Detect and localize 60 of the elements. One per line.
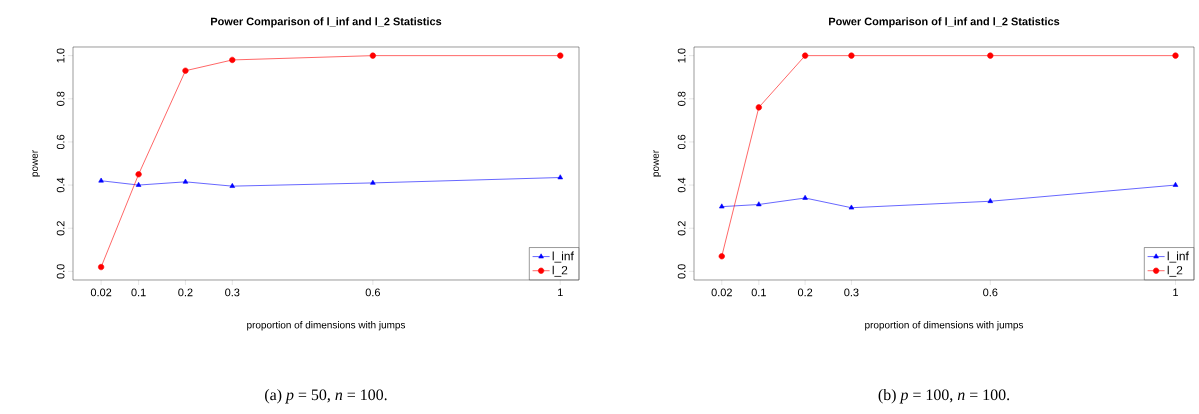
- point: [369, 52, 376, 59]
- x-tick-label: 0.02: [711, 288, 732, 297]
- point: [719, 203, 725, 209]
- text: (b) p = 100, n = 100.: [878, 388, 1010, 404]
- x-tick-label: 0.1: [751, 288, 766, 297]
- point: [98, 263, 105, 271]
- point: [718, 253, 725, 260]
- x-tick-label: 0.6: [983, 288, 998, 297]
- point: [135, 171, 142, 178]
- y-tick-label: 0.6: [677, 134, 686, 150]
- point: [557, 174, 563, 180]
- y-tick-label: 0.4: [677, 177, 686, 193]
- y-tick-label: 1.0: [56, 48, 65, 63]
- point: [987, 52, 994, 59]
- point: [756, 201, 762, 207]
- y-tick-label: 0.0: [677, 264, 686, 279]
- text: (a) p = 50, n = 100.: [265, 388, 387, 404]
- y-axis-title: power: [32, 150, 40, 177]
- y-tick-label: 0.8: [56, 91, 65, 106]
- y-tick-label: 0.2: [677, 221, 686, 236]
- point: [182, 178, 189, 184]
- x-axis-title: proportion of dimensions with jumps: [247, 321, 406, 331]
- point: [229, 183, 236, 188]
- point: [1172, 181, 1179, 187]
- y-tick-label: 0.4: [56, 177, 65, 193]
- y-tick-label: 0.8: [677, 91, 686, 106]
- point: [182, 67, 189, 74]
- point: [229, 56, 236, 64]
- x-tick-label: 0.1: [131, 288, 146, 297]
- y-axis-title: power: [653, 150, 661, 177]
- point: [987, 198, 994, 203]
- point: [1172, 52, 1179, 59]
- legend-label: l_2: [552, 265, 568, 277]
- x-tick-label: 1: [1173, 288, 1179, 297]
- point: [98, 177, 104, 183]
- point: [848, 52, 855, 59]
- y-tick-label: 0.6: [56, 134, 65, 150]
- legend-label: l_inf: [1167, 251, 1189, 263]
- chart-title: Power Comparison of l_inf and l_2 Statistics: [829, 17, 1060, 28]
- point: [557, 52, 564, 59]
- x-tick-label: 0.6: [365, 288, 380, 297]
- point: [802, 52, 809, 59]
- x-tick-label: 1: [558, 288, 563, 297]
- y-tick-label: 0.2: [56, 221, 65, 236]
- point: [848, 204, 855, 210]
- x-tick-label: 0.3: [844, 288, 859, 297]
- x-tick-label: 0.3: [225, 288, 240, 297]
- legend-label: l_2: [1167, 265, 1183, 277]
- y-tick-label: 1.0: [677, 48, 686, 63]
- point: [135, 181, 142, 187]
- point: [755, 104, 762, 111]
- point: [802, 194, 808, 200]
- legend-label: l_inf: [552, 251, 574, 263]
- point: [370, 179, 376, 185]
- y-tick-label: 0.0: [56, 264, 65, 279]
- chart-title: Power Comparison of l_inf and l_2 Statistics: [211, 17, 442, 28]
- x-axis-title: proportion of dimensions with jumps: [865, 321, 1024, 331]
- x-tick-label: 0.02: [90, 288, 112, 297]
- x-tick-label: 0.2: [797, 288, 813, 297]
- x-tick-label: 0.2: [178, 288, 193, 297]
